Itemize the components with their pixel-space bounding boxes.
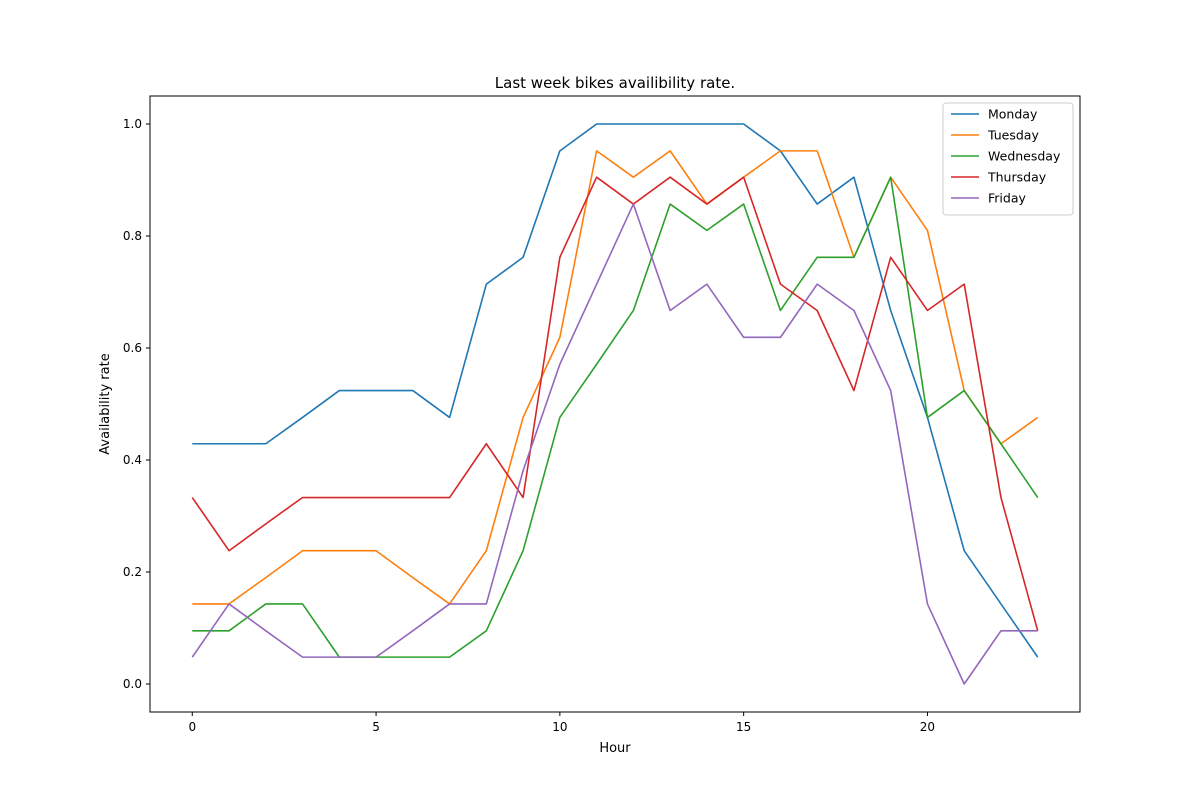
- chart-title: Last week bikes availibility rate.: [495, 74, 735, 92]
- y-axis: 0.0 0.2 0.4 0.6 0.8 1.0: [123, 117, 150, 691]
- x-tick-label: 0: [188, 720, 196, 734]
- y-tick-label: 0.2: [123, 565, 142, 579]
- x-tick-label: 15: [736, 720, 751, 734]
- y-tick-label: 0.0: [123, 677, 142, 691]
- x-tick-label: 20: [920, 720, 935, 734]
- series-line-tuesday: [192, 150, 1039, 605]
- y-tick-label: 0.8: [123, 229, 142, 243]
- series-layer: [191, 123, 1039, 685]
- y-axis-label: Availability rate: [98, 353, 113, 454]
- legend-label-wednesday: Wednesday: [988, 149, 1061, 164]
- series-line-thursday: [191, 176, 1039, 632]
- series-line-friday: [191, 203, 1038, 685]
- y-tick-label: 0.4: [123, 453, 142, 467]
- x-tick-label: 5: [372, 720, 380, 734]
- legend: Monday Tuesday Wednesday Thursday Friday: [942, 102, 1074, 216]
- x-axis-label: Hour: [599, 741, 631, 756]
- legend-box: [942, 102, 1074, 216]
- x-axis: 0 5 10 15 20: [188, 712, 935, 734]
- series-line-wednesday: [192, 176, 1039, 658]
- plot-frame: [149, 95, 1081, 713]
- series-line-monday: [192, 123, 1039, 658]
- legend-label-monday: Monday: [988, 107, 1038, 122]
- legend-label-tuesday: Tuesday: [987, 128, 1039, 143]
- y-tick-label: 1.0: [123, 117, 142, 131]
- legend-label-friday: Friday: [988, 191, 1026, 206]
- legend-label-thursday: Thursday: [987, 170, 1047, 185]
- y-tick-label: 0.6: [123, 341, 142, 355]
- x-tick-label: 10: [552, 720, 567, 734]
